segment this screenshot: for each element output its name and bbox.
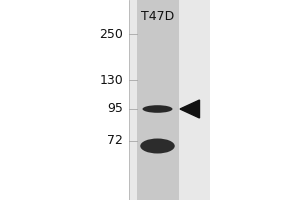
Ellipse shape [140, 138, 175, 154]
Polygon shape [180, 100, 200, 118]
Text: 95: 95 [107, 102, 123, 116]
Bar [136, 0, 178, 200]
Text: 72: 72 [107, 134, 123, 148]
Bar [129, 0, 210, 200]
Text: 130: 130 [99, 73, 123, 86]
Text: 250: 250 [99, 27, 123, 40]
Text: T47D: T47D [141, 10, 174, 23]
Ellipse shape [142, 105, 172, 113]
